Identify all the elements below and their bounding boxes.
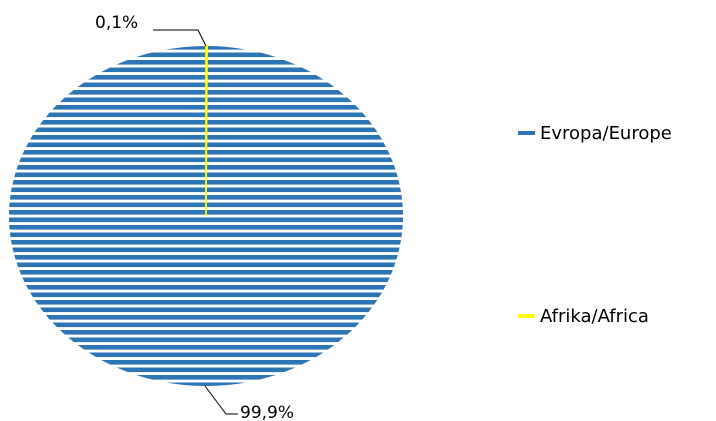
legend-swatch-europe bbox=[518, 131, 535, 135]
legend-label-europe: Evropa/Europe bbox=[540, 123, 672, 144]
legend: Evropa/Europe Afrika/Africa bbox=[518, 123, 672, 327]
leader-line-africa bbox=[153, 29, 207, 47]
data-label-europe: 99,9% bbox=[240, 403, 294, 421]
data-label-africa: 0,1% bbox=[95, 13, 138, 33]
legend-label-africa: Afrika/Africa bbox=[540, 306, 649, 327]
leader-line-europe bbox=[204, 385, 238, 415]
legend-swatch-africa bbox=[518, 314, 535, 318]
pie-slices bbox=[9, 45, 404, 386]
